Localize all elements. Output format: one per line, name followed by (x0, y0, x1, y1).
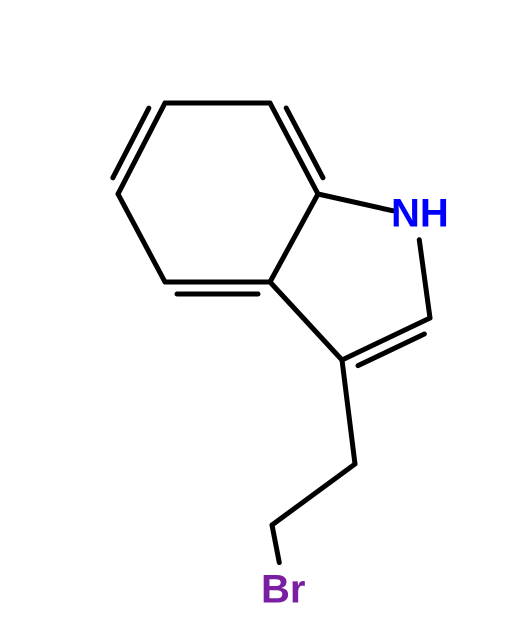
bond-C3-C4 (118, 194, 165, 282)
atom-label-N1: NH (391, 192, 449, 236)
bond-N1-C8 (419, 240, 430, 318)
bond-C10-C11 (272, 464, 355, 525)
bond-C4a-C7a (270, 194, 318, 282)
bond-C7a-C1 (270, 103, 318, 194)
bond-C9-C10 (342, 360, 355, 464)
bond-C11-Br (272, 525, 279, 563)
molecule-diagram: NH Br (0, 0, 525, 620)
bond-C2-C3 (118, 103, 165, 194)
bond-C7a-N1 (318, 194, 393, 211)
bond-C9-C4a (270, 282, 342, 360)
atom-label-Br: Br (261, 568, 305, 612)
